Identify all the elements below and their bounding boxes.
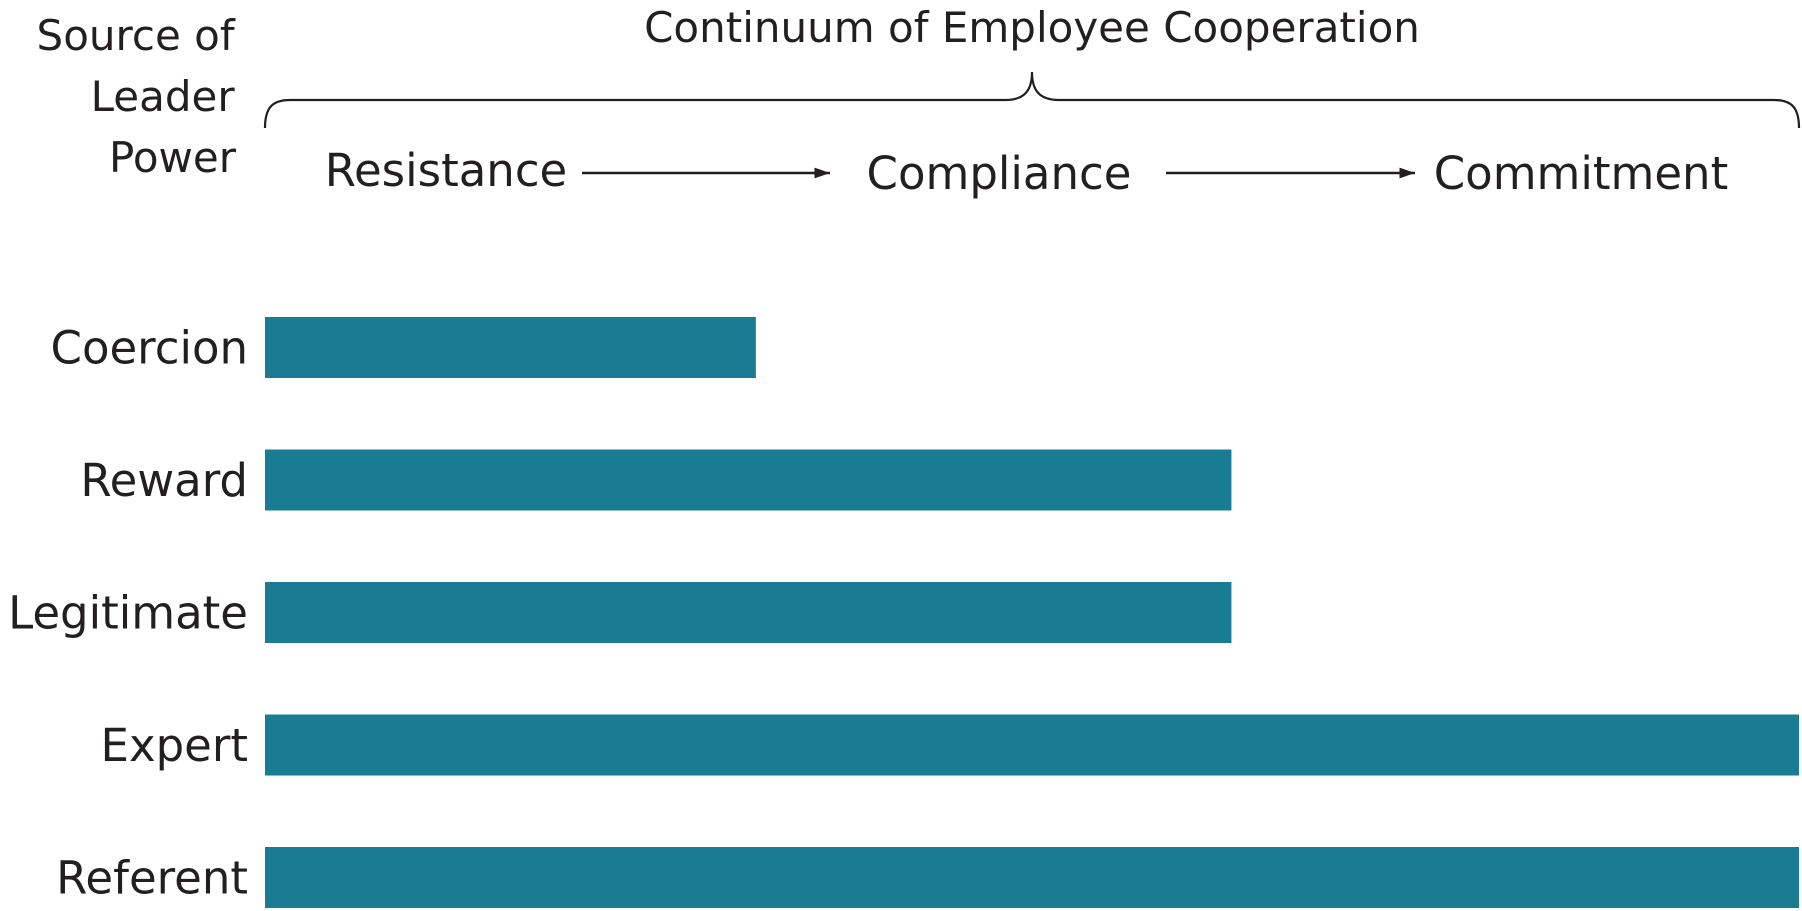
y-axis-title-line-2: Leader bbox=[91, 72, 236, 121]
category-label-referent: Referent bbox=[56, 852, 248, 905]
bar-referent bbox=[265, 847, 1799, 908]
category-label-legitimate: Legitimate bbox=[8, 587, 248, 640]
stage-label-resistance: Resistance bbox=[325, 144, 568, 197]
bar-expert bbox=[265, 714, 1799, 776]
stage-label-compliance: Compliance bbox=[867, 147, 1132, 200]
chart-title: Continuum of Employee Cooperation bbox=[644, 3, 1420, 52]
bar-legitimate bbox=[265, 582, 1232, 643]
bar-coercion bbox=[265, 317, 756, 378]
y-axis-title: Source of Leader Power bbox=[37, 11, 248, 182]
category-label-expert: Expert bbox=[101, 719, 248, 772]
category-label-reward: Reward bbox=[80, 454, 248, 507]
category-label-group: Coercion Reward Legitimate Expert Referent bbox=[8, 322, 248, 905]
bar-group bbox=[265, 317, 1799, 908]
y-axis-title-line-1: Source of bbox=[37, 11, 236, 60]
bar-reward bbox=[265, 449, 1232, 511]
stage-label-commitment: Commitment bbox=[1434, 147, 1728, 200]
y-axis-title-line-3: Power bbox=[109, 133, 237, 182]
category-label-coercion: Coercion bbox=[51, 322, 248, 375]
continuum-brace bbox=[263, 71, 1801, 129]
